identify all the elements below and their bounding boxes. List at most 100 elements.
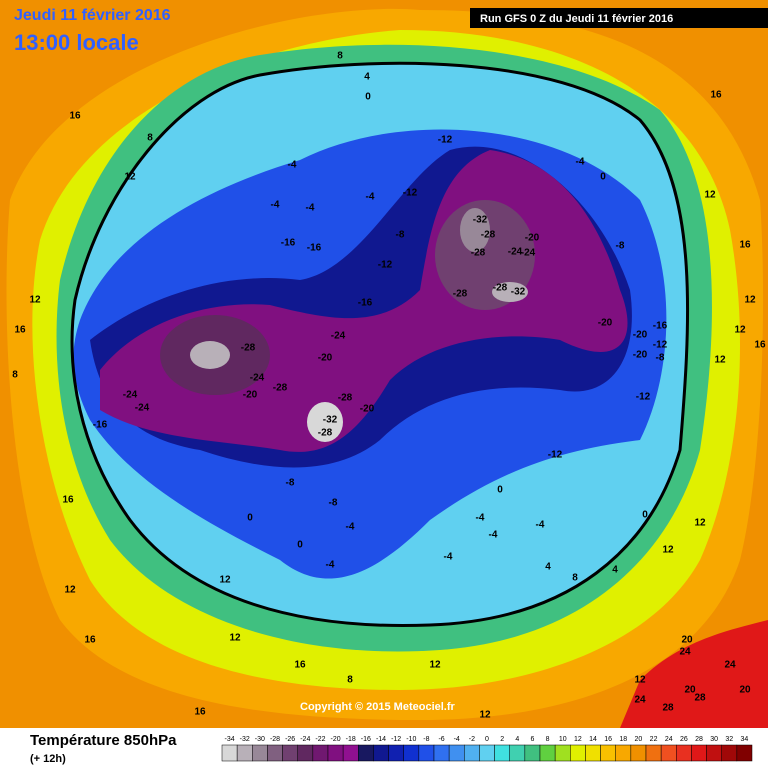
colorbar-tick-label: -6	[438, 736, 444, 743]
colorbar-swatch	[630, 744, 647, 762]
contour-label: -24	[521, 248, 536, 259]
contour-label: 8	[572, 573, 578, 584]
colorbar-tick-label: 14	[589, 736, 597, 743]
contour-label: 0	[297, 540, 303, 551]
contour-label: 24	[679, 647, 691, 658]
contour-label: -4	[271, 200, 280, 211]
colorbar-swatch	[706, 744, 722, 762]
colorbar-tick-label: -24	[300, 736, 310, 743]
contour-label: -12	[378, 260, 393, 271]
colorbar-tick-label: -34	[225, 736, 235, 743]
colorbar-swatch	[645, 744, 662, 762]
colorbar-swatch	[342, 744, 359, 762]
run-bg	[470, 8, 768, 28]
contour-label: -28	[318, 428, 333, 439]
colorbar-swatch	[221, 744, 238, 762]
colorbar-tick-label: -4	[454, 736, 460, 743]
contour-label: 20	[681, 635, 693, 646]
colorbar-tick-label: -18	[346, 736, 356, 743]
colorbar-tick-label: 20	[635, 736, 643, 743]
contour-label: -28	[273, 383, 288, 394]
contour-label: -20	[598, 318, 613, 329]
colorbar-tick-label: -30	[255, 736, 265, 743]
colorbar-tick-label: -10	[406, 736, 416, 743]
footer-title: Température 850hPa	[30, 732, 177, 749]
contour-label: 12	[124, 172, 136, 183]
contour-label: -24	[250, 373, 265, 384]
contour-label: -24	[331, 331, 346, 342]
colorbar-tick-label: 2	[500, 736, 504, 743]
colorbar-tick-label: -26	[285, 736, 295, 743]
colorbar-swatch	[539, 744, 556, 762]
contour-label: 0	[247, 513, 253, 524]
time: 13:00 locale	[14, 30, 139, 55]
contour-label: -28	[471, 248, 486, 259]
contour-label: -20	[360, 404, 375, 415]
colorbar-swatch	[388, 744, 404, 762]
colorbar-tick-label: 34	[741, 736, 749, 743]
contour-label: -24	[123, 390, 138, 401]
contour-label: 12	[714, 355, 726, 366]
contour-label: 16	[14, 325, 26, 336]
colorbar-swatch	[494, 744, 510, 762]
footer-step: (+ 12h)	[30, 753, 66, 765]
contour-label: 20	[684, 685, 696, 696]
contour-label: -12	[403, 188, 418, 199]
contour-label: -28	[241, 343, 256, 354]
colorbar-tick-label: -16	[361, 736, 371, 743]
contour-label: 8	[147, 133, 153, 144]
colorbar-swatch	[267, 744, 283, 762]
contour-label: 12	[429, 660, 441, 671]
contour-label: 12	[64, 585, 76, 596]
colorbar-tick-label: 12	[574, 736, 582, 743]
colorbar-tick-label: 4	[515, 736, 519, 743]
colorbar-tick-label: 32	[725, 736, 733, 743]
contour-label: 20	[739, 685, 751, 696]
band	[190, 341, 230, 369]
contour-label: -16	[307, 243, 322, 254]
contour-label: -20	[525, 233, 540, 244]
contour-label: -20	[243, 390, 258, 401]
contour-label: -4	[288, 160, 297, 171]
copyright: Copyright © 2015 Meteociel.fr	[300, 701, 456, 713]
band	[492, 282, 528, 302]
colorbar-swatch	[736, 744, 753, 762]
contour-label: -12	[548, 450, 563, 461]
colorbar-swatch	[600, 744, 616, 762]
contour-label: -20	[633, 350, 648, 361]
contour-label: -12	[438, 135, 453, 146]
contour-label: 4	[612, 565, 618, 576]
contour-label: -4	[536, 520, 545, 531]
contour-label: 12	[662, 545, 674, 556]
colorbar-tick-label: 10	[559, 736, 567, 743]
colorbar-swatch	[676, 744, 692, 762]
contour-label: -4	[576, 157, 585, 168]
colorbar-swatch	[554, 744, 571, 762]
colorbar-tick-label: 8	[546, 736, 550, 743]
contour-label: -8	[329, 498, 338, 509]
colorbar-swatch	[615, 744, 632, 762]
contour-label: -8	[396, 230, 405, 241]
contour-label: -28	[453, 289, 468, 300]
colorbar-swatch	[479, 744, 495, 762]
contour-label: -16	[93, 420, 108, 431]
contour-label: 8	[337, 51, 343, 62]
contour-label: -4	[346, 522, 355, 533]
contour-label: 16	[754, 340, 766, 351]
contour-label: -4	[444, 552, 453, 563]
colorbar-swatch	[433, 744, 450, 762]
contour-label: 12	[479, 710, 491, 721]
colorbar-swatch	[660, 744, 677, 762]
zero-contour	[70, 61, 690, 627]
contour-label: -24	[508, 247, 523, 258]
contour-label: -20	[633, 330, 648, 341]
colorbar-tick-label: 26	[680, 736, 688, 743]
band	[307, 402, 343, 442]
colorbar-swatch	[236, 744, 253, 762]
colorbar-swatch	[418, 744, 435, 762]
colorbar-tick-label: 24	[665, 736, 673, 743]
run: Run GFS 0 Z du Jeudi 11 février 2016	[480, 13, 673, 25]
contour-label: -4	[489, 530, 498, 541]
contour-label: 12	[229, 633, 241, 644]
